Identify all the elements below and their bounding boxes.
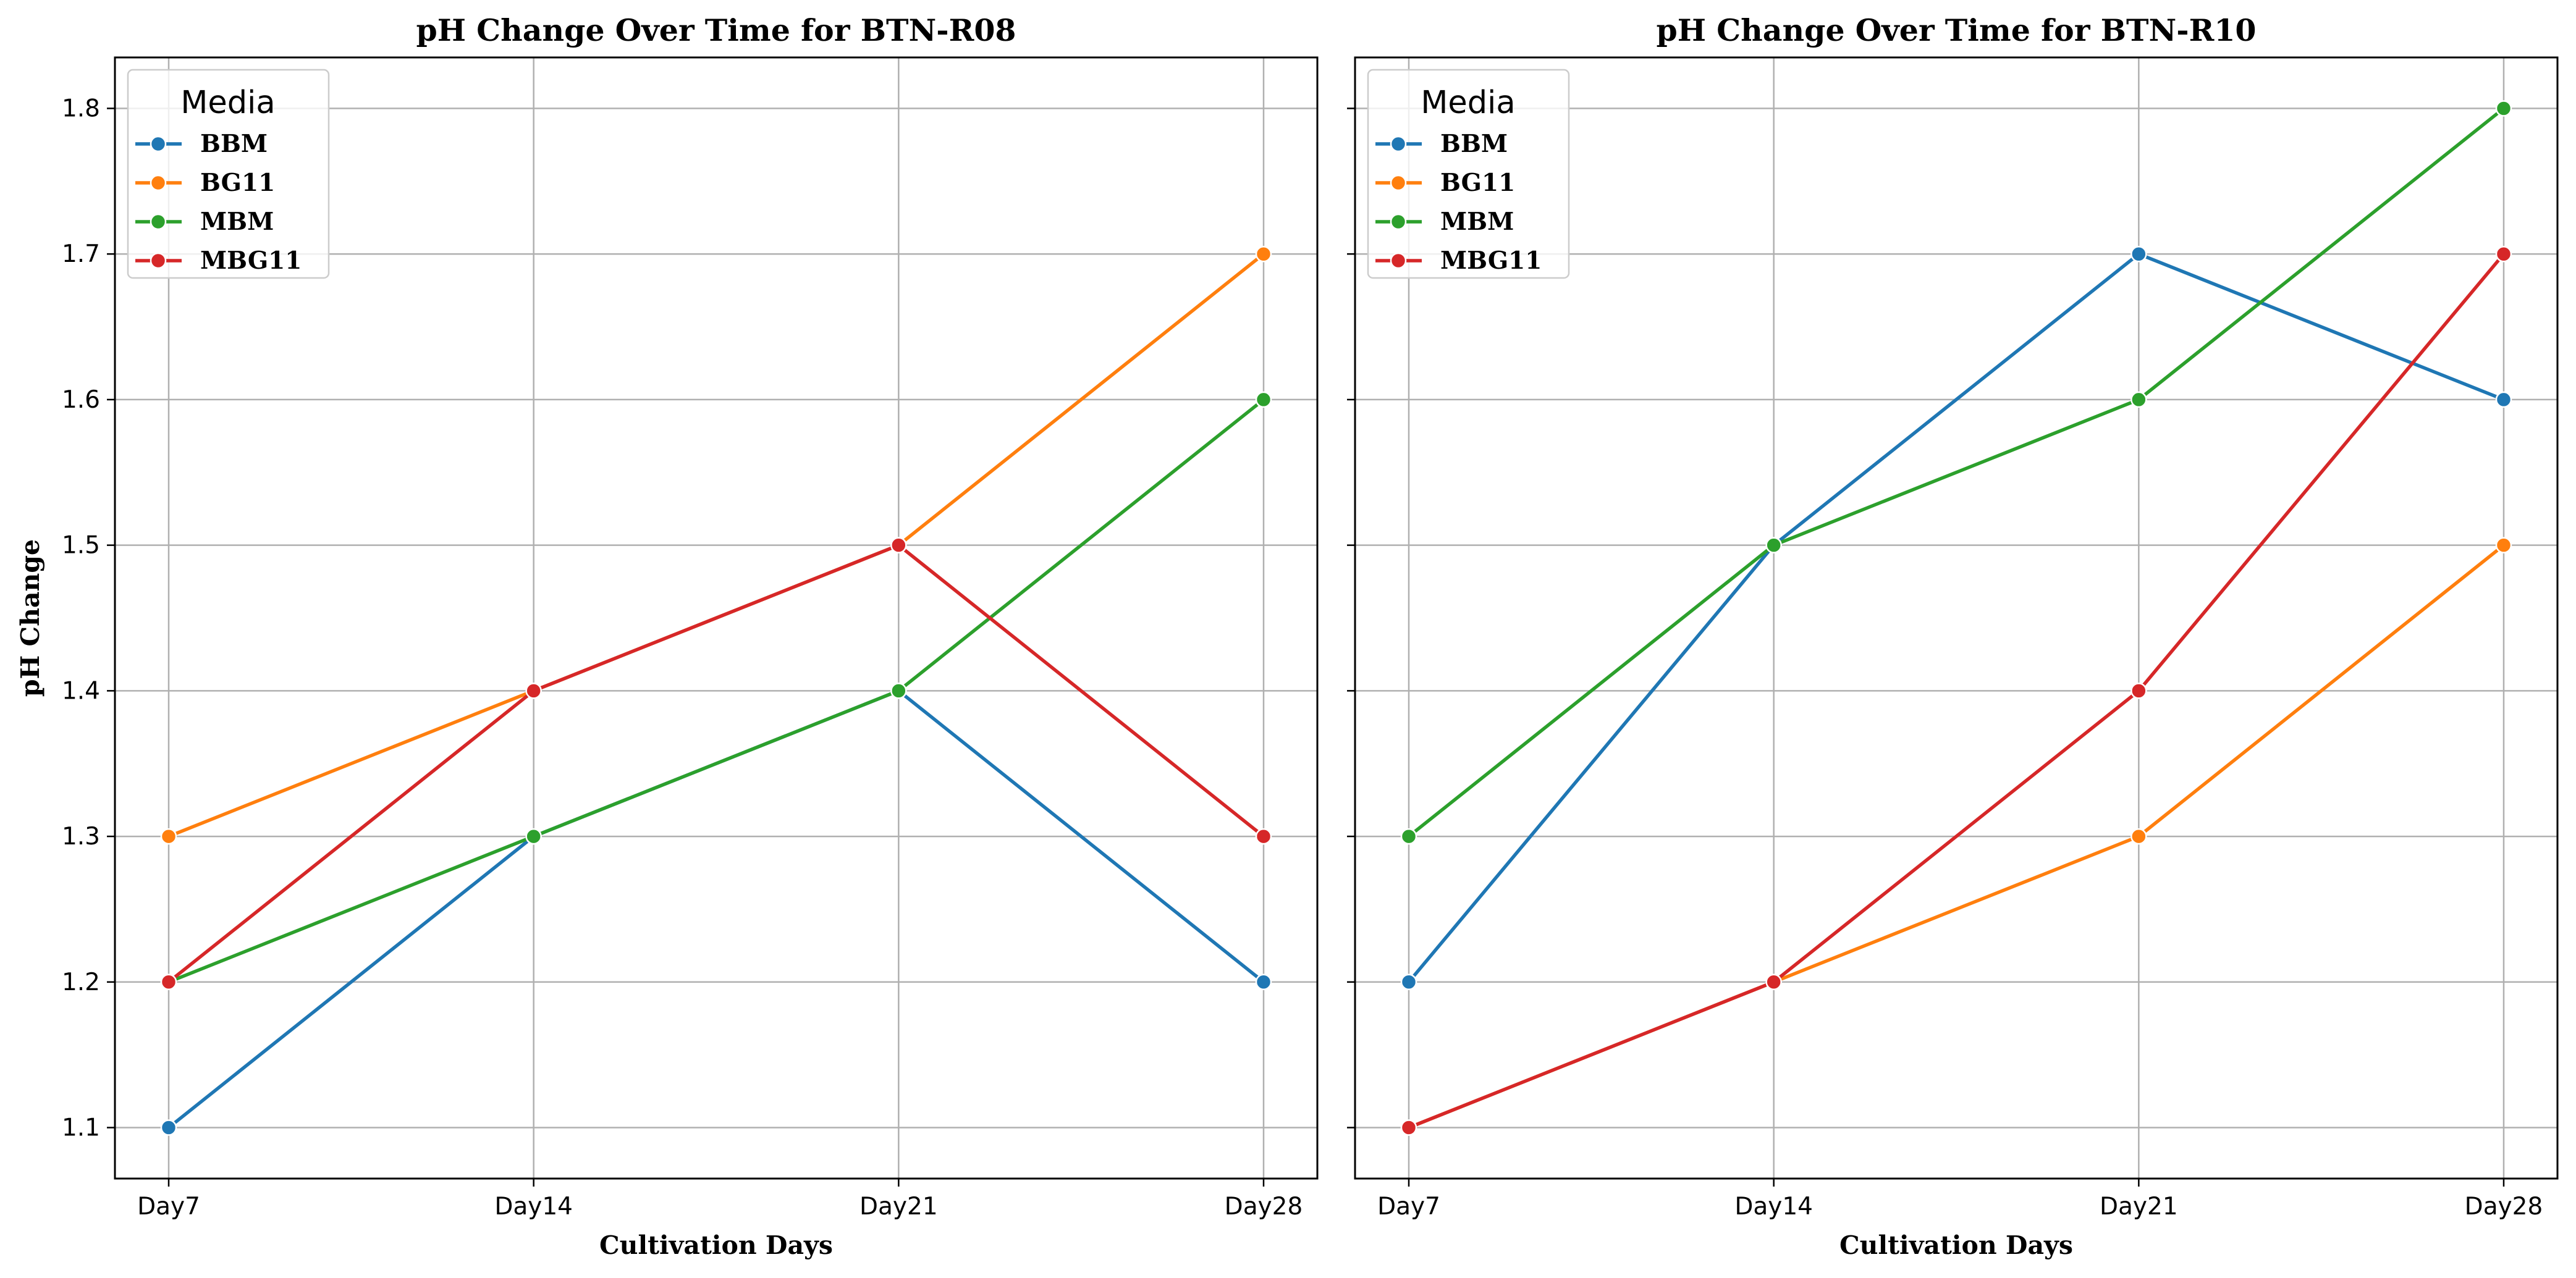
data-point-bbm bbox=[1255, 973, 1272, 991]
data-point-mbm bbox=[525, 828, 542, 845]
legend-item-mbm: MBM bbox=[135, 208, 274, 236]
legend-marker-mbg11 bbox=[1390, 252, 1407, 269]
legend-box bbox=[127, 69, 330, 279]
data-point-bg11 bbox=[1255, 245, 1272, 263]
legend-item-mbg11: MBG11 bbox=[1375, 246, 1542, 275]
legend-marker-bbm bbox=[1390, 135, 1407, 153]
x-axis-label: Cultivation Days bbox=[1839, 1230, 2073, 1260]
legend-marker-bg11 bbox=[1390, 174, 1407, 191]
chart-title: pH Change Over Time for BTN-R10 bbox=[1656, 12, 2256, 48]
x-tick-label: Day14 bbox=[1734, 1193, 1813, 1221]
plot-frame bbox=[114, 56, 1319, 1180]
y-tick-label: 1.3 bbox=[62, 823, 100, 851]
data-point-mbg11 bbox=[2130, 683, 2147, 699]
legend-title: Media bbox=[180, 85, 275, 121]
legend-label-mbg11: MBG11 bbox=[1440, 246, 1542, 275]
legend-marker-bg11 bbox=[150, 174, 167, 191]
x-tick-label: Day14 bbox=[494, 1193, 573, 1221]
legend-marker-mbg11 bbox=[150, 252, 167, 269]
series-line-bbm bbox=[1407, 252, 2506, 984]
legend-label-bbm: BBM bbox=[1440, 130, 1508, 158]
data-point-mbg11 bbox=[1255, 828, 1272, 845]
y-tick-label: 1.8 bbox=[62, 95, 100, 123]
data-point-mbm bbox=[2130, 391, 2147, 408]
axis-ticks: Day7 Day14 Day21 Day28 bbox=[1347, 107, 2543, 1221]
data-point-mbg11 bbox=[525, 683, 542, 699]
data-point-mbg11 bbox=[890, 537, 907, 553]
data-point-bbm bbox=[2130, 245, 2147, 263]
x-tick-label: Day21 bbox=[859, 1193, 938, 1221]
legend-item-mbg11: MBG11 bbox=[135, 246, 302, 275]
legend-item-bbm: BBM bbox=[1375, 130, 1508, 158]
series-line-mbg11 bbox=[167, 543, 1265, 984]
x-axis-label: Cultivation Days bbox=[599, 1230, 833, 1260]
legend-label-mbm: MBM bbox=[1440, 208, 1514, 236]
legend-item-bg11: BG11 bbox=[1375, 169, 1515, 197]
series-line-mbm bbox=[1407, 106, 2506, 838]
y-tick-label: 1.2 bbox=[62, 969, 100, 996]
legend-item-bg11: BG11 bbox=[135, 169, 275, 197]
y-axis-label: pH Change bbox=[15, 539, 45, 697]
legend-item-mbm: MBM bbox=[1375, 208, 1514, 236]
legend-label-mbg11: MBG11 bbox=[200, 246, 302, 275]
legend-item-bbm: BBM bbox=[135, 130, 268, 158]
x-tick-label: Day28 bbox=[2465, 1193, 2543, 1221]
y-tick-label: 1.4 bbox=[62, 677, 100, 705]
series-lines bbox=[160, 245, 1272, 1136]
x-tick-label: Day7 bbox=[1377, 1193, 1440, 1221]
y-tick-label: 1.7 bbox=[62, 240, 100, 268]
legend-marker-mbm bbox=[150, 213, 167, 230]
data-point-bg11 bbox=[2495, 537, 2512, 553]
series-lines bbox=[1400, 100, 2512, 1136]
grid-lines bbox=[115, 57, 1317, 1179]
legend-title: Media bbox=[1421, 85, 1515, 121]
series-mbm bbox=[1400, 100, 2512, 845]
data-point-mbg11 bbox=[1765, 973, 1782, 991]
chart-panel-btn-r10: Day7 Day14 Day21 Day28 pH Change Over Time … bbox=[1347, 12, 2559, 1260]
y-tick-label: 1.5 bbox=[62, 532, 100, 560]
data-point-mbm bbox=[890, 683, 907, 699]
data-point-mbm bbox=[1255, 391, 1272, 408]
data-point-bbm bbox=[2495, 391, 2512, 408]
data-point-mbg11 bbox=[160, 973, 177, 991]
data-point-mbg11 bbox=[2495, 245, 2512, 263]
series-line-mbm bbox=[167, 398, 1265, 984]
y-tick-label: 1.6 bbox=[62, 386, 100, 414]
data-point-mbm bbox=[1765, 537, 1782, 553]
legend-box bbox=[1367, 69, 1570, 279]
plot-frame bbox=[1354, 56, 2559, 1180]
legend-label-bg11: BG11 bbox=[200, 169, 275, 197]
legend-marker-mbm bbox=[1390, 213, 1407, 230]
chart-title: pH Change Over Time for BTN-R08 bbox=[416, 12, 1016, 48]
legend-label-mbm: MBM bbox=[200, 208, 274, 236]
data-point-bg11 bbox=[160, 828, 177, 845]
y-tick-label: 1.1 bbox=[62, 1114, 100, 1142]
data-point-mbm bbox=[1400, 828, 1417, 845]
legend: Media BBM BG11 MBM MBG11 bbox=[127, 69, 330, 279]
legend: Media BBM BG11 MBM MBG11 bbox=[1367, 69, 1570, 279]
series-mbg11 bbox=[160, 537, 1272, 991]
data-point-bbm bbox=[1400, 973, 1417, 991]
x-tick-label: Day7 bbox=[137, 1193, 200, 1221]
data-point-bbm bbox=[160, 1119, 177, 1136]
x-tick-label: Day21 bbox=[2100, 1193, 2178, 1221]
series-line-mbg11 bbox=[1407, 252, 2506, 1130]
data-point-bg11 bbox=[2130, 828, 2147, 845]
legend-marker-bbm bbox=[150, 135, 167, 153]
data-point-mbg11 bbox=[1400, 1119, 1417, 1136]
legend-label-bbm: BBM bbox=[200, 130, 268, 158]
legend-label-bg11: BG11 bbox=[1440, 169, 1515, 197]
series-mbg11 bbox=[1400, 245, 2512, 1136]
axis-ticks: 1.1 1.2 1.3 1.4 1.5 1.6 1.7 1.8 Day7 Day14 Day21 Da… bbox=[62, 95, 1303, 1221]
chart-panel-btn-r08: 1.1 1.2 1.3 1.4 1.5 1.6 1.7 1.8 Day7 Day14 Day21 Da… bbox=[15, 12, 1319, 1260]
data-point-mbm bbox=[2495, 100, 2512, 117]
x-tick-label: Day28 bbox=[1225, 1193, 1303, 1221]
